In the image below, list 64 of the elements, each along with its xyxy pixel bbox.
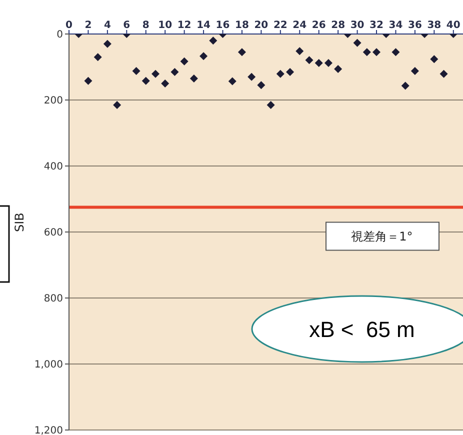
y-tick-label: 800 [44, 294, 63, 305]
y-axis-title: SIB [12, 212, 26, 232]
point [276, 70, 284, 78]
y-tick-label: 400 [44, 162, 63, 173]
point [410, 66, 419, 75]
x-tick-label: 16 [216, 20, 230, 31]
point [132, 66, 140, 75]
point [314, 59, 323, 68]
x-tick-label: 32 [370, 20, 384, 31]
x-tick-label: 0 [66, 20, 73, 31]
point [228, 77, 236, 86]
x-tick-label: 10 [158, 20, 172, 31]
x-tick-label: 30 [350, 20, 364, 31]
point [430, 55, 438, 64]
x-tick-label: 28 [331, 20, 346, 31]
point [296, 47, 304, 56]
annotation: xB < 65 m [309, 317, 415, 342]
point [209, 36, 218, 45]
x-tick-label: 40 [446, 20, 460, 31]
y-tick-label: 0 [56, 30, 63, 41]
x-tick-label: 2 [84, 20, 92, 31]
y-tick-label: 1,200 [34, 426, 63, 435]
point [180, 57, 188, 66]
point [334, 64, 342, 73]
point [200, 52, 208, 60]
x-tick-label: 38 [427, 20, 442, 31]
point [84, 76, 92, 85]
y-tick-label: 600 [44, 228, 63, 239]
point [372, 48, 381, 56]
point [151, 70, 160, 78]
point [113, 100, 122, 109]
point [161, 80, 170, 88]
point [257, 81, 266, 90]
point [286, 68, 294, 76]
x-tick-label: 24 [292, 20, 307, 31]
point [353, 38, 362, 47]
point [324, 59, 332, 68]
point [142, 76, 150, 85]
ref-line-label: 視差角＝1° [351, 229, 413, 244]
x-tick-label: 14 [196, 20, 211, 31]
x-tick-label: 26 [312, 20, 326, 31]
point [248, 72, 256, 81]
point [305, 56, 314, 64]
x-tick-label: 36 [408, 20, 422, 31]
point [170, 68, 179, 76]
x-tick-label: 12 [177, 20, 192, 31]
x-tick-label: 20 [254, 20, 268, 31]
point [190, 74, 198, 83]
x-tick-label: 34 [388, 20, 403, 31]
point [266, 100, 275, 109]
x-tick-label: 8 [142, 20, 150, 31]
x-tick-label: 6 [123, 20, 130, 31]
point [103, 40, 112, 48]
x-tick-label: 18 [235, 20, 249, 31]
point [392, 48, 400, 56]
x-tick-label: 4 [104, 20, 111, 31]
point [94, 53, 102, 62]
x-tick-label: 22 [273, 20, 288, 31]
y-tick-label: 200 [44, 96, 63, 107]
y-tick-label: 1,000 [34, 360, 63, 371]
point [362, 48, 371, 56]
point [238, 48, 246, 56]
point [401, 82, 410, 90]
point [440, 70, 448, 78]
